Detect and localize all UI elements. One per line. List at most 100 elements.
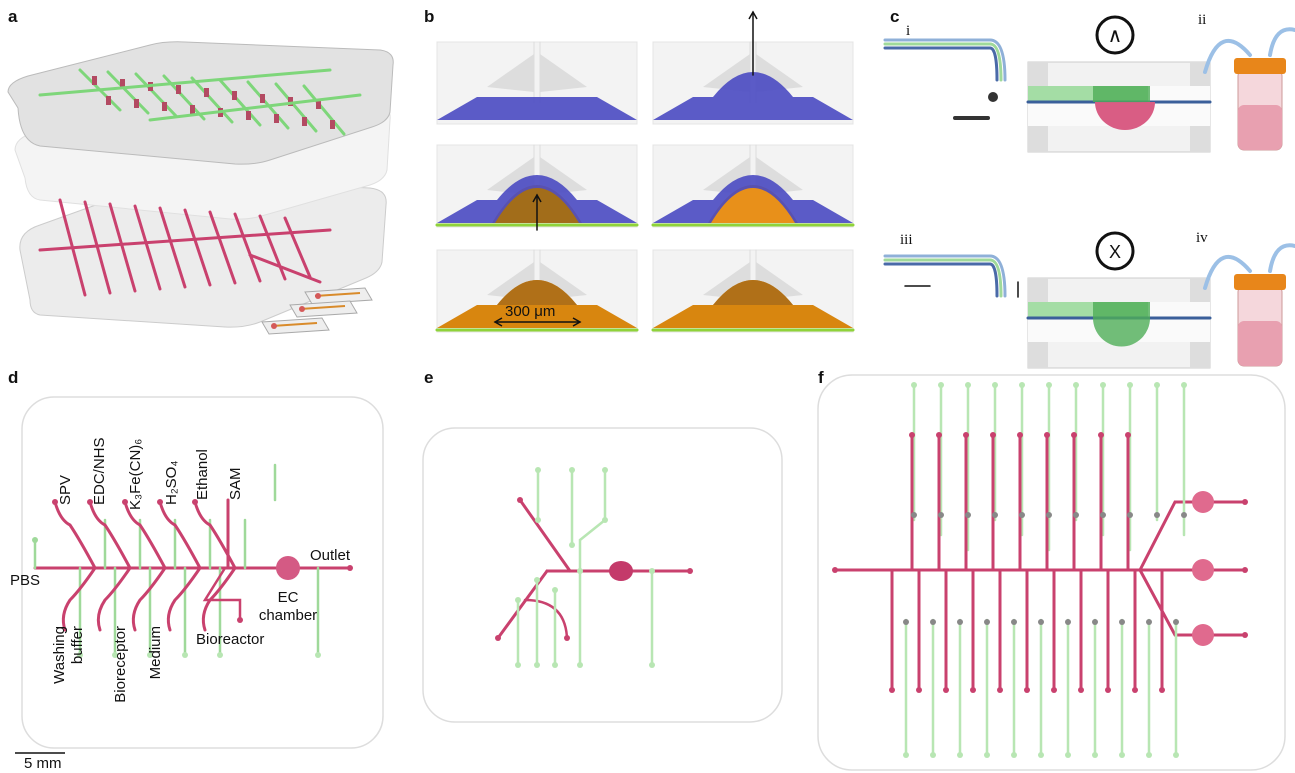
port [911,512,917,518]
port [903,619,909,625]
port [957,752,963,758]
vial [1205,29,1295,150]
port [1051,687,1057,693]
valve-post [106,96,111,105]
reagent-label: Ethanol [194,449,211,500]
port [1119,752,1125,758]
chip-outline [423,428,782,722]
port [1046,512,1052,518]
valve-post [274,114,279,123]
valve-view [653,145,853,227]
port [970,687,976,693]
port [930,752,936,758]
chamber [609,561,633,581]
valve-post [190,105,195,114]
valve-symbol: X [1109,242,1121,262]
port [903,752,909,758]
port [1046,382,1052,388]
port [649,568,655,574]
channel [1270,245,1295,271]
port [984,619,990,625]
port [930,619,936,625]
port [1127,382,1133,388]
port [1127,512,1133,518]
port [1092,619,1098,625]
panel-label: d [8,368,18,387]
port [1011,619,1017,625]
port [515,662,521,668]
port [984,752,990,758]
dimension-label: 300 μm [505,303,555,320]
port [1154,382,1160,388]
port [1173,619,1179,625]
figure: a b c d e f 300 μm i ii iii iv ∧ X SPV E… [0,0,1295,773]
port [315,652,321,658]
port [495,635,501,641]
port [1100,512,1106,518]
port [1019,382,1025,388]
port [1073,512,1079,518]
port [1154,512,1160,518]
port [1100,382,1106,388]
reagent-label: Bioreceptor [112,626,129,703]
port [916,687,922,693]
step-label: i [906,23,910,39]
port [534,577,540,583]
port [938,382,944,388]
chamber-label: EC [278,589,299,606]
port [649,662,655,668]
reagent-label: buffer [69,626,86,664]
panel-b-drawing [437,12,853,332]
port [602,467,608,473]
port [965,512,971,518]
port [577,662,583,668]
port [965,382,971,388]
vial-cap [1234,274,1286,290]
step-label: iv [1196,230,1208,246]
port [535,467,541,473]
port [911,382,917,388]
valve-post [232,91,237,100]
port [1065,752,1071,758]
port [1017,432,1023,438]
port [1092,752,1098,758]
chamber-view [885,17,1295,152]
port [832,567,838,573]
port [909,432,915,438]
valve-post [246,111,251,120]
port [1181,512,1187,518]
port [534,662,540,668]
vial-fluid [1238,321,1282,366]
port [687,568,693,574]
port [936,432,942,438]
reagent-label: SAM [227,467,244,500]
port [1242,499,1248,505]
vial-cap [1234,58,1286,74]
channel [885,264,997,296]
port [1173,752,1179,758]
port [1159,687,1165,693]
port [1146,619,1152,625]
port [943,687,949,693]
panel-c-drawing [885,17,1295,368]
vial [1205,245,1295,366]
panel-label: b [424,7,434,26]
panel-label: e [424,368,433,387]
step-label: iii [900,232,913,248]
channel [885,48,997,80]
port [1098,432,1104,438]
port [1065,619,1071,625]
port [569,467,575,473]
port [1125,432,1131,438]
port [276,556,300,580]
reactor-label: Bioreactor [196,631,264,648]
port [992,382,998,388]
port [517,497,523,503]
valve-post [302,117,307,126]
panel-label: c [890,7,899,26]
port [552,587,558,593]
port [1242,632,1248,638]
reagent-label: EDC/NHS [91,437,108,505]
panel-a-drawing [8,42,393,334]
port [564,635,570,641]
